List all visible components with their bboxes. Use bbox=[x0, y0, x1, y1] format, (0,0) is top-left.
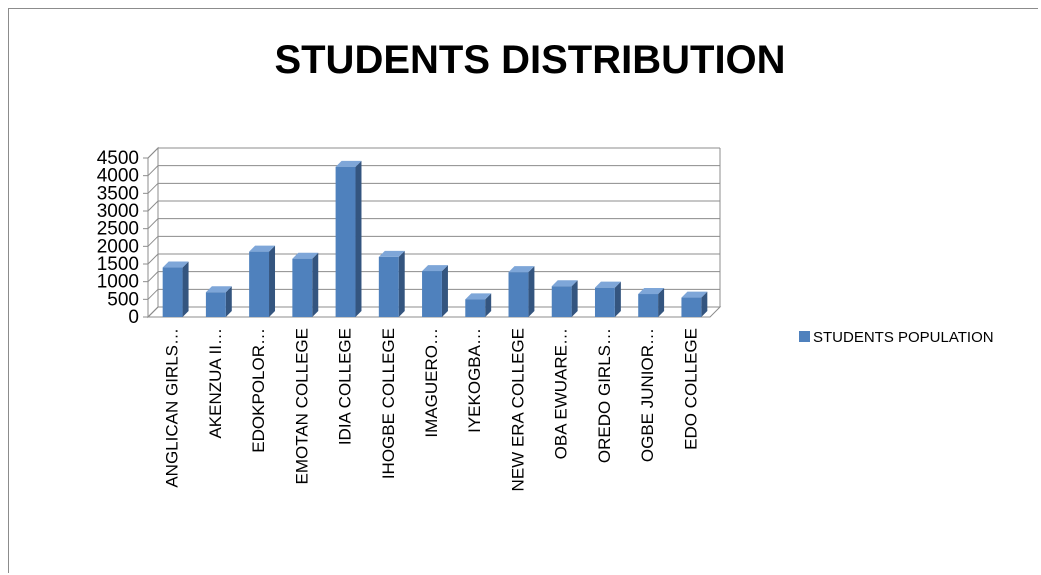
chart-frame bbox=[8, 8, 1038, 573]
gridline bbox=[147, 235, 720, 247]
y-tick-label: 1000 bbox=[97, 272, 139, 293]
bar-side bbox=[355, 160, 362, 317]
side-wall bbox=[147, 146, 159, 319]
bar-front bbox=[594, 287, 615, 317]
bar-top bbox=[205, 286, 232, 293]
gridline bbox=[147, 182, 720, 194]
chart-title: STUDENTS DISTRIBUTION bbox=[274, 38, 786, 82]
bar-side bbox=[701, 291, 708, 317]
y-tick-label: 4500 bbox=[97, 148, 139, 169]
bar-side bbox=[528, 266, 535, 317]
gridline bbox=[147, 147, 720, 159]
y-tick-label: 0 bbox=[128, 307, 139, 328]
x-category-label: OREDO GIRLS… bbox=[595, 328, 614, 463]
bar bbox=[508, 266, 535, 317]
bar-side bbox=[225, 286, 232, 317]
bar-top bbox=[681, 291, 708, 298]
bars bbox=[162, 160, 708, 317]
bar bbox=[162, 261, 189, 317]
x-axis-category-labels: ANGLICAN GIRLS… AKENZUA II… EDOKPOLOR… EMOT… bbox=[163, 328, 701, 491]
bar-top bbox=[422, 265, 448, 272]
bar-side bbox=[441, 265, 448, 317]
y-tick-label: 1500 bbox=[97, 254, 139, 275]
bar-side bbox=[398, 250, 405, 317]
bar-side bbox=[182, 261, 189, 317]
y-tick-label: 2000 bbox=[97, 236, 139, 257]
bar bbox=[378, 250, 405, 317]
bar-front bbox=[335, 166, 356, 317]
bar bbox=[335, 160, 362, 317]
gridline bbox=[147, 218, 720, 230]
bar-top bbox=[551, 280, 578, 287]
y-tick-label: 500 bbox=[107, 289, 139, 310]
y-tick-label: 4000 bbox=[97, 166, 139, 187]
x-category-label: IHOGBE COLLEGE bbox=[379, 328, 398, 479]
bar-top bbox=[465, 293, 492, 300]
gridlines bbox=[143, 146, 722, 319]
bar-side bbox=[614, 281, 621, 317]
bar-side bbox=[269, 245, 276, 317]
bar-top bbox=[162, 261, 189, 268]
bar-front bbox=[638, 294, 659, 317]
x-category-label: IDIA COLLEGE bbox=[336, 328, 355, 445]
bar-top bbox=[292, 252, 319, 259]
bar bbox=[594, 281, 621, 317]
x-category-label: EMOTAN COLLEGE bbox=[292, 328, 311, 485]
gridline bbox=[147, 165, 720, 177]
bar-side bbox=[485, 293, 492, 317]
x-category-label: EDO COLLEGE bbox=[681, 328, 700, 450]
bar bbox=[551, 280, 578, 317]
bar bbox=[292, 252, 319, 317]
bar-top bbox=[508, 266, 535, 273]
bar bbox=[465, 293, 492, 317]
bar-side bbox=[312, 252, 319, 317]
bar-top bbox=[378, 250, 405, 257]
y-tick-label: 3000 bbox=[97, 201, 139, 222]
x-category-label: ANGLICAN GIRLS… bbox=[163, 328, 182, 488]
bar bbox=[249, 245, 276, 317]
x-category-label: EDOKPOLOR… bbox=[249, 328, 268, 453]
bar bbox=[638, 288, 665, 317]
x-category-label: NEW ERA COLLEGE bbox=[508, 328, 527, 491]
bar-front bbox=[551, 286, 572, 317]
bar-front bbox=[292, 258, 313, 317]
bar-side bbox=[571, 280, 578, 317]
bar-top bbox=[594, 281, 621, 288]
bar-front bbox=[681, 297, 702, 317]
y-tick-label: 3500 bbox=[97, 183, 139, 204]
legend: STUDENTS POPULATION bbox=[799, 329, 994, 346]
bar-front bbox=[205, 292, 226, 317]
x-category-label: IMAGUERO… bbox=[422, 328, 441, 438]
bar-top bbox=[249, 245, 276, 252]
bar-front bbox=[249, 251, 270, 317]
x-category-label: AKENZUA II… bbox=[206, 328, 225, 439]
bar-front bbox=[162, 267, 183, 317]
legend-label: STUDENTS POPULATION bbox=[813, 329, 994, 346]
gridline bbox=[147, 253, 720, 265]
y-tick-label: 2500 bbox=[97, 219, 139, 240]
bar bbox=[205, 286, 232, 317]
bar bbox=[422, 265, 448, 317]
x-category-label: IYEKOGBA… bbox=[465, 328, 484, 433]
legend-swatch bbox=[799, 331, 810, 342]
bar-front bbox=[422, 271, 442, 317]
x-category-label: OBA EWUARE… bbox=[552, 328, 571, 459]
x-category-label: OGBE JUNIOR… bbox=[638, 328, 657, 462]
bar-front bbox=[378, 256, 399, 317]
bar bbox=[681, 291, 708, 317]
bar-side bbox=[658, 288, 665, 317]
bar-top bbox=[638, 288, 665, 295]
bar-front bbox=[465, 299, 486, 317]
gridline bbox=[147, 200, 720, 212]
bar-front bbox=[508, 272, 529, 317]
bar-top bbox=[335, 160, 362, 167]
